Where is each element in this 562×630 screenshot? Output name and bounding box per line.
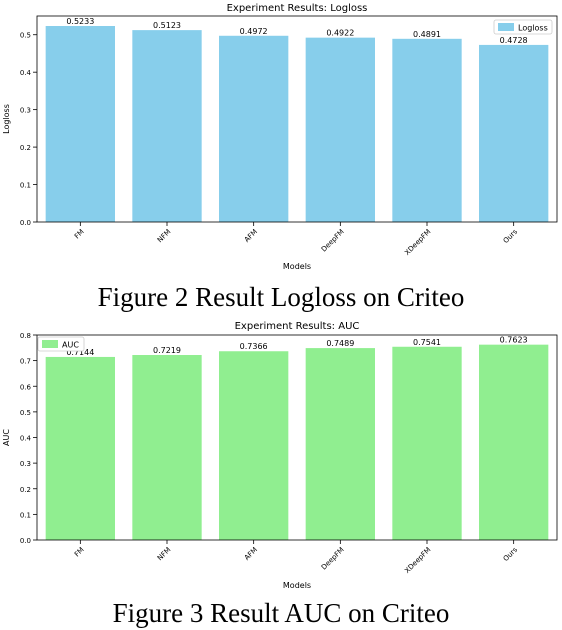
y-tick-label: 0.1 (20, 511, 31, 519)
x-tick-label: AFM (243, 546, 259, 562)
bar (45, 356, 115, 540)
y-tick-label: 0.3 (20, 107, 31, 115)
x-tick-label: AFM (243, 228, 259, 244)
logloss-chart: Experiment Results: Logloss Logloss Models… (2, 3, 558, 271)
bar-value-label: 0.7623 (500, 336, 528, 345)
legend-label: Logloss (518, 24, 548, 33)
y-tick-label: 0.4 (20, 69, 32, 77)
y-tick-label: 0.6 (20, 383, 32, 391)
x-axis-label: Models (283, 262, 311, 271)
chart-title: Experiment Results: Logloss (227, 3, 368, 14)
bar-value-label: 0.7541 (413, 338, 441, 347)
chart-title: Experiment Results: AUC (235, 321, 360, 332)
y-tick-label: 0.0 (20, 219, 31, 227)
bar (132, 355, 202, 540)
legend-label: AUC (62, 341, 79, 350)
y-tick-label: 0.7 (20, 358, 31, 366)
y-tick-label: 0.4 (20, 435, 32, 443)
plot-frame (36, 15, 558, 223)
bar (305, 37, 375, 222)
bar-value-label: 0.7219 (153, 346, 181, 355)
x-tick-label: NFM (156, 228, 172, 244)
y-tick-label: 0.5 (20, 409, 31, 417)
bar-value-label: 0.4972 (240, 27, 268, 36)
bar-value-label: 0.5123 (153, 21, 181, 30)
bar (479, 44, 549, 222)
x-axis-label: Models (283, 581, 311, 590)
y-tick-label: 0.1 (20, 182, 31, 190)
y-tick-label: 0.2 (20, 144, 31, 152)
bar (392, 38, 462, 223)
legend-swatch (498, 23, 514, 31)
bar-value-label: 0.4891 (413, 30, 441, 39)
x-tick-label: FM (73, 546, 86, 559)
figure-3-caption: Figure 3 Result AUC on Criteo (112, 598, 450, 628)
x-tick-label: NFM (156, 546, 172, 562)
y-tick-label: 0.2 (20, 486, 31, 494)
y-tick-label: 0.3 (20, 460, 31, 468)
auc-chart-figure: Experiment Results: AUC AUC Models 0.7144 0.… (0, 316, 562, 596)
bar (392, 346, 462, 540)
x-tick-label: XDeepFM (403, 546, 432, 575)
x-tick-label: Ours (502, 228, 520, 246)
x-tick-label: DeepFM (320, 228, 346, 254)
bar-value-label: 0.7489 (326, 339, 354, 348)
bar (219, 351, 289, 540)
x-tick-label: Ours (502, 546, 520, 564)
bar-value-label: 0.4922 (326, 29, 354, 38)
x-tick-label: DeepFM (320, 546, 346, 572)
y-axis-label: Logloss (2, 104, 11, 134)
logloss-chart-figure: Experiment Results: Logloss Logloss Models… (0, 0, 562, 280)
x-tick-label: FM (73, 228, 86, 241)
bar (132, 30, 202, 223)
bar-value-label: 0.7366 (240, 342, 268, 351)
bar (479, 344, 549, 540)
legend-swatch (42, 340, 58, 348)
bar-value-label: 0.7144 (66, 348, 94, 357)
plot-frame (36, 334, 558, 541)
y-tick-label: 0.8 (20, 332, 31, 340)
bar-value-label: 0.5233 (66, 17, 94, 26)
auc-chart: Experiment Results: AUC AUC Models 0.7144 0.… (2, 321, 558, 590)
y-axis-label: AUC (2, 429, 11, 446)
y-tick-label: 0.5 (20, 32, 31, 40)
bar (219, 35, 289, 222)
y-tick-label: 0.0 (20, 537, 31, 545)
x-tick-label: XDeepFM (403, 228, 432, 257)
bar (305, 348, 375, 540)
figure-2-caption: Figure 2 Result Logloss on Criteo (97, 282, 465, 312)
bar-value-label: 0.4728 (500, 36, 528, 45)
bar (45, 26, 115, 222)
